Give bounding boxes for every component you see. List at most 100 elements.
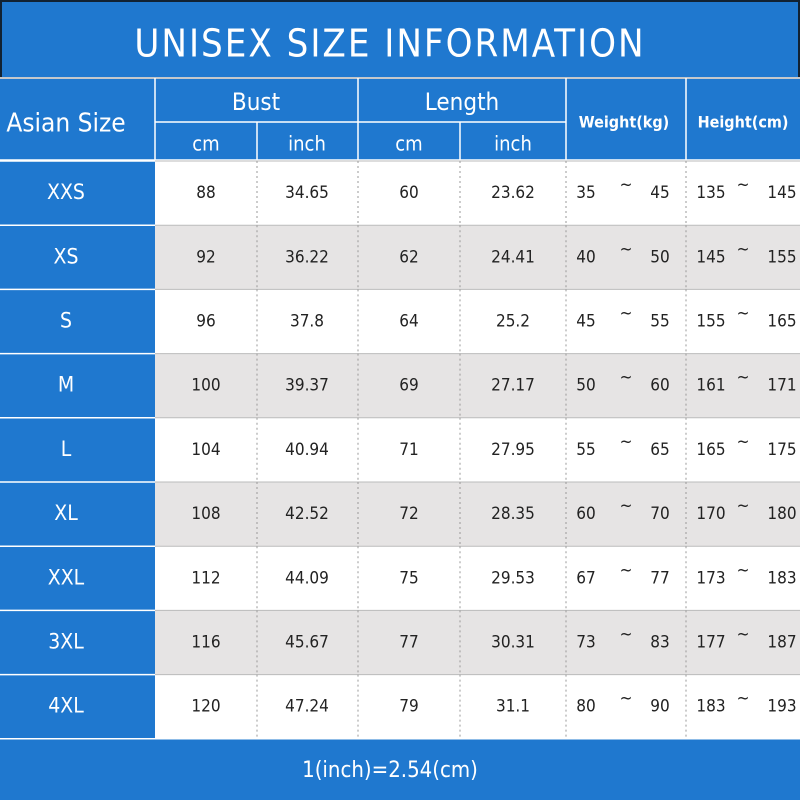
- cell: 31.1: [496, 697, 530, 717]
- cell: 75: [399, 568, 418, 588]
- range-min: 40: [576, 247, 595, 267]
- cell: 77: [399, 633, 418, 653]
- range-max: 171: [767, 376, 796, 396]
- range-min: 145: [696, 247, 725, 267]
- length-header: Length: [425, 88, 499, 116]
- cell: 64: [399, 312, 418, 332]
- cell: 29.53: [491, 568, 535, 588]
- range-min: 73: [576, 633, 595, 653]
- range-separator: ~: [620, 625, 633, 645]
- weight-header: Weight(kg): [579, 113, 669, 132]
- range-min: 170: [696, 504, 725, 524]
- unit-header: inch: [494, 132, 532, 156]
- range-min: 35: [576, 183, 595, 203]
- size-label: 4XL: [48, 694, 84, 718]
- row-background: [155, 289, 800, 354]
- range-separator: ~: [620, 304, 633, 324]
- cell: 60: [399, 183, 418, 203]
- range-separator: ~: [620, 432, 633, 452]
- range-min: 155: [696, 312, 725, 332]
- size-label: XL: [54, 501, 78, 525]
- range-min: 135: [696, 183, 725, 203]
- row-background: [155, 482, 800, 547]
- cell: 79: [399, 697, 418, 717]
- range-max: 65: [650, 440, 669, 460]
- range-separator: ~: [737, 496, 750, 516]
- cell: 62: [399, 247, 418, 267]
- cell: 30.31: [491, 633, 535, 653]
- range-max: 60: [650, 376, 669, 396]
- cell: 24.41: [491, 247, 535, 267]
- size-label: L: [61, 437, 72, 461]
- row-background: [155, 161, 800, 226]
- row-background: [155, 546, 800, 611]
- range-max: 50: [650, 247, 669, 267]
- cell: 27.17: [491, 376, 535, 396]
- range-min: 45: [576, 312, 595, 332]
- cell: 71: [399, 440, 418, 460]
- title: UNISEX SIZE INFORMATION: [134, 22, 645, 66]
- range-separator: ~: [620, 175, 633, 195]
- size-label: XXS: [47, 180, 85, 204]
- range-max: 83: [650, 633, 669, 653]
- size-header: Asian Size: [6, 109, 125, 139]
- range-separator: ~: [620, 689, 633, 709]
- row-background: [155, 353, 800, 418]
- cell: 34.65: [285, 183, 329, 203]
- range-max: 165: [767, 312, 796, 332]
- cell: 42.52: [285, 504, 329, 524]
- range-min: 173: [696, 568, 725, 588]
- range-max: 193: [767, 697, 796, 717]
- cell: 96: [196, 312, 215, 332]
- cell: 92: [196, 247, 215, 267]
- cell: 25.2: [496, 312, 530, 332]
- range-separator: ~: [620, 560, 633, 580]
- range-separator: ~: [737, 368, 750, 388]
- cell: 44.09: [285, 568, 329, 588]
- unit-header: cm: [192, 132, 219, 156]
- range-separator: ~: [737, 560, 750, 580]
- footer: 1(inch)=2.54(cm): [302, 758, 478, 783]
- range-separator: ~: [737, 625, 750, 645]
- cell: 108: [191, 504, 220, 524]
- cell: 39.37: [285, 376, 329, 396]
- range-max: 180: [767, 504, 796, 524]
- range-max: 45: [650, 183, 669, 203]
- range-min: 50: [576, 376, 595, 396]
- range-min: 60: [576, 504, 595, 524]
- height-header: Height(cm): [698, 113, 789, 132]
- row-background: [155, 674, 800, 739]
- size-label: XS: [54, 244, 79, 268]
- range-max: 175: [767, 440, 796, 460]
- range-min: 80: [576, 697, 595, 717]
- row-background: [155, 417, 800, 482]
- range-min: 161: [696, 376, 725, 396]
- cell: 104: [191, 440, 220, 460]
- range-max: 155: [767, 247, 796, 267]
- cell: 116: [191, 633, 220, 653]
- range-max: 187: [767, 633, 796, 653]
- cell: 112: [191, 568, 220, 588]
- range-max: 90: [650, 697, 669, 717]
- range-min: 165: [696, 440, 725, 460]
- cell: 69: [399, 376, 418, 396]
- cell: 40.94: [285, 440, 329, 460]
- range-separator: ~: [737, 175, 750, 195]
- row-background: [155, 225, 800, 290]
- range-max: 70: [650, 504, 669, 524]
- range-separator: ~: [737, 304, 750, 324]
- size-label: M: [58, 373, 74, 397]
- cell: 45.67: [285, 633, 329, 653]
- bust-header: Bust: [232, 88, 280, 116]
- range-min: 177: [696, 633, 725, 653]
- cell: 47.24: [285, 697, 329, 717]
- range-min: 67: [576, 568, 595, 588]
- range-separator: ~: [737, 432, 750, 452]
- range-separator: ~: [737, 689, 750, 709]
- range-min: 183: [696, 697, 725, 717]
- cell: 27.95: [491, 440, 535, 460]
- range-max: 183: [767, 568, 796, 588]
- size-label: XXL: [48, 565, 85, 589]
